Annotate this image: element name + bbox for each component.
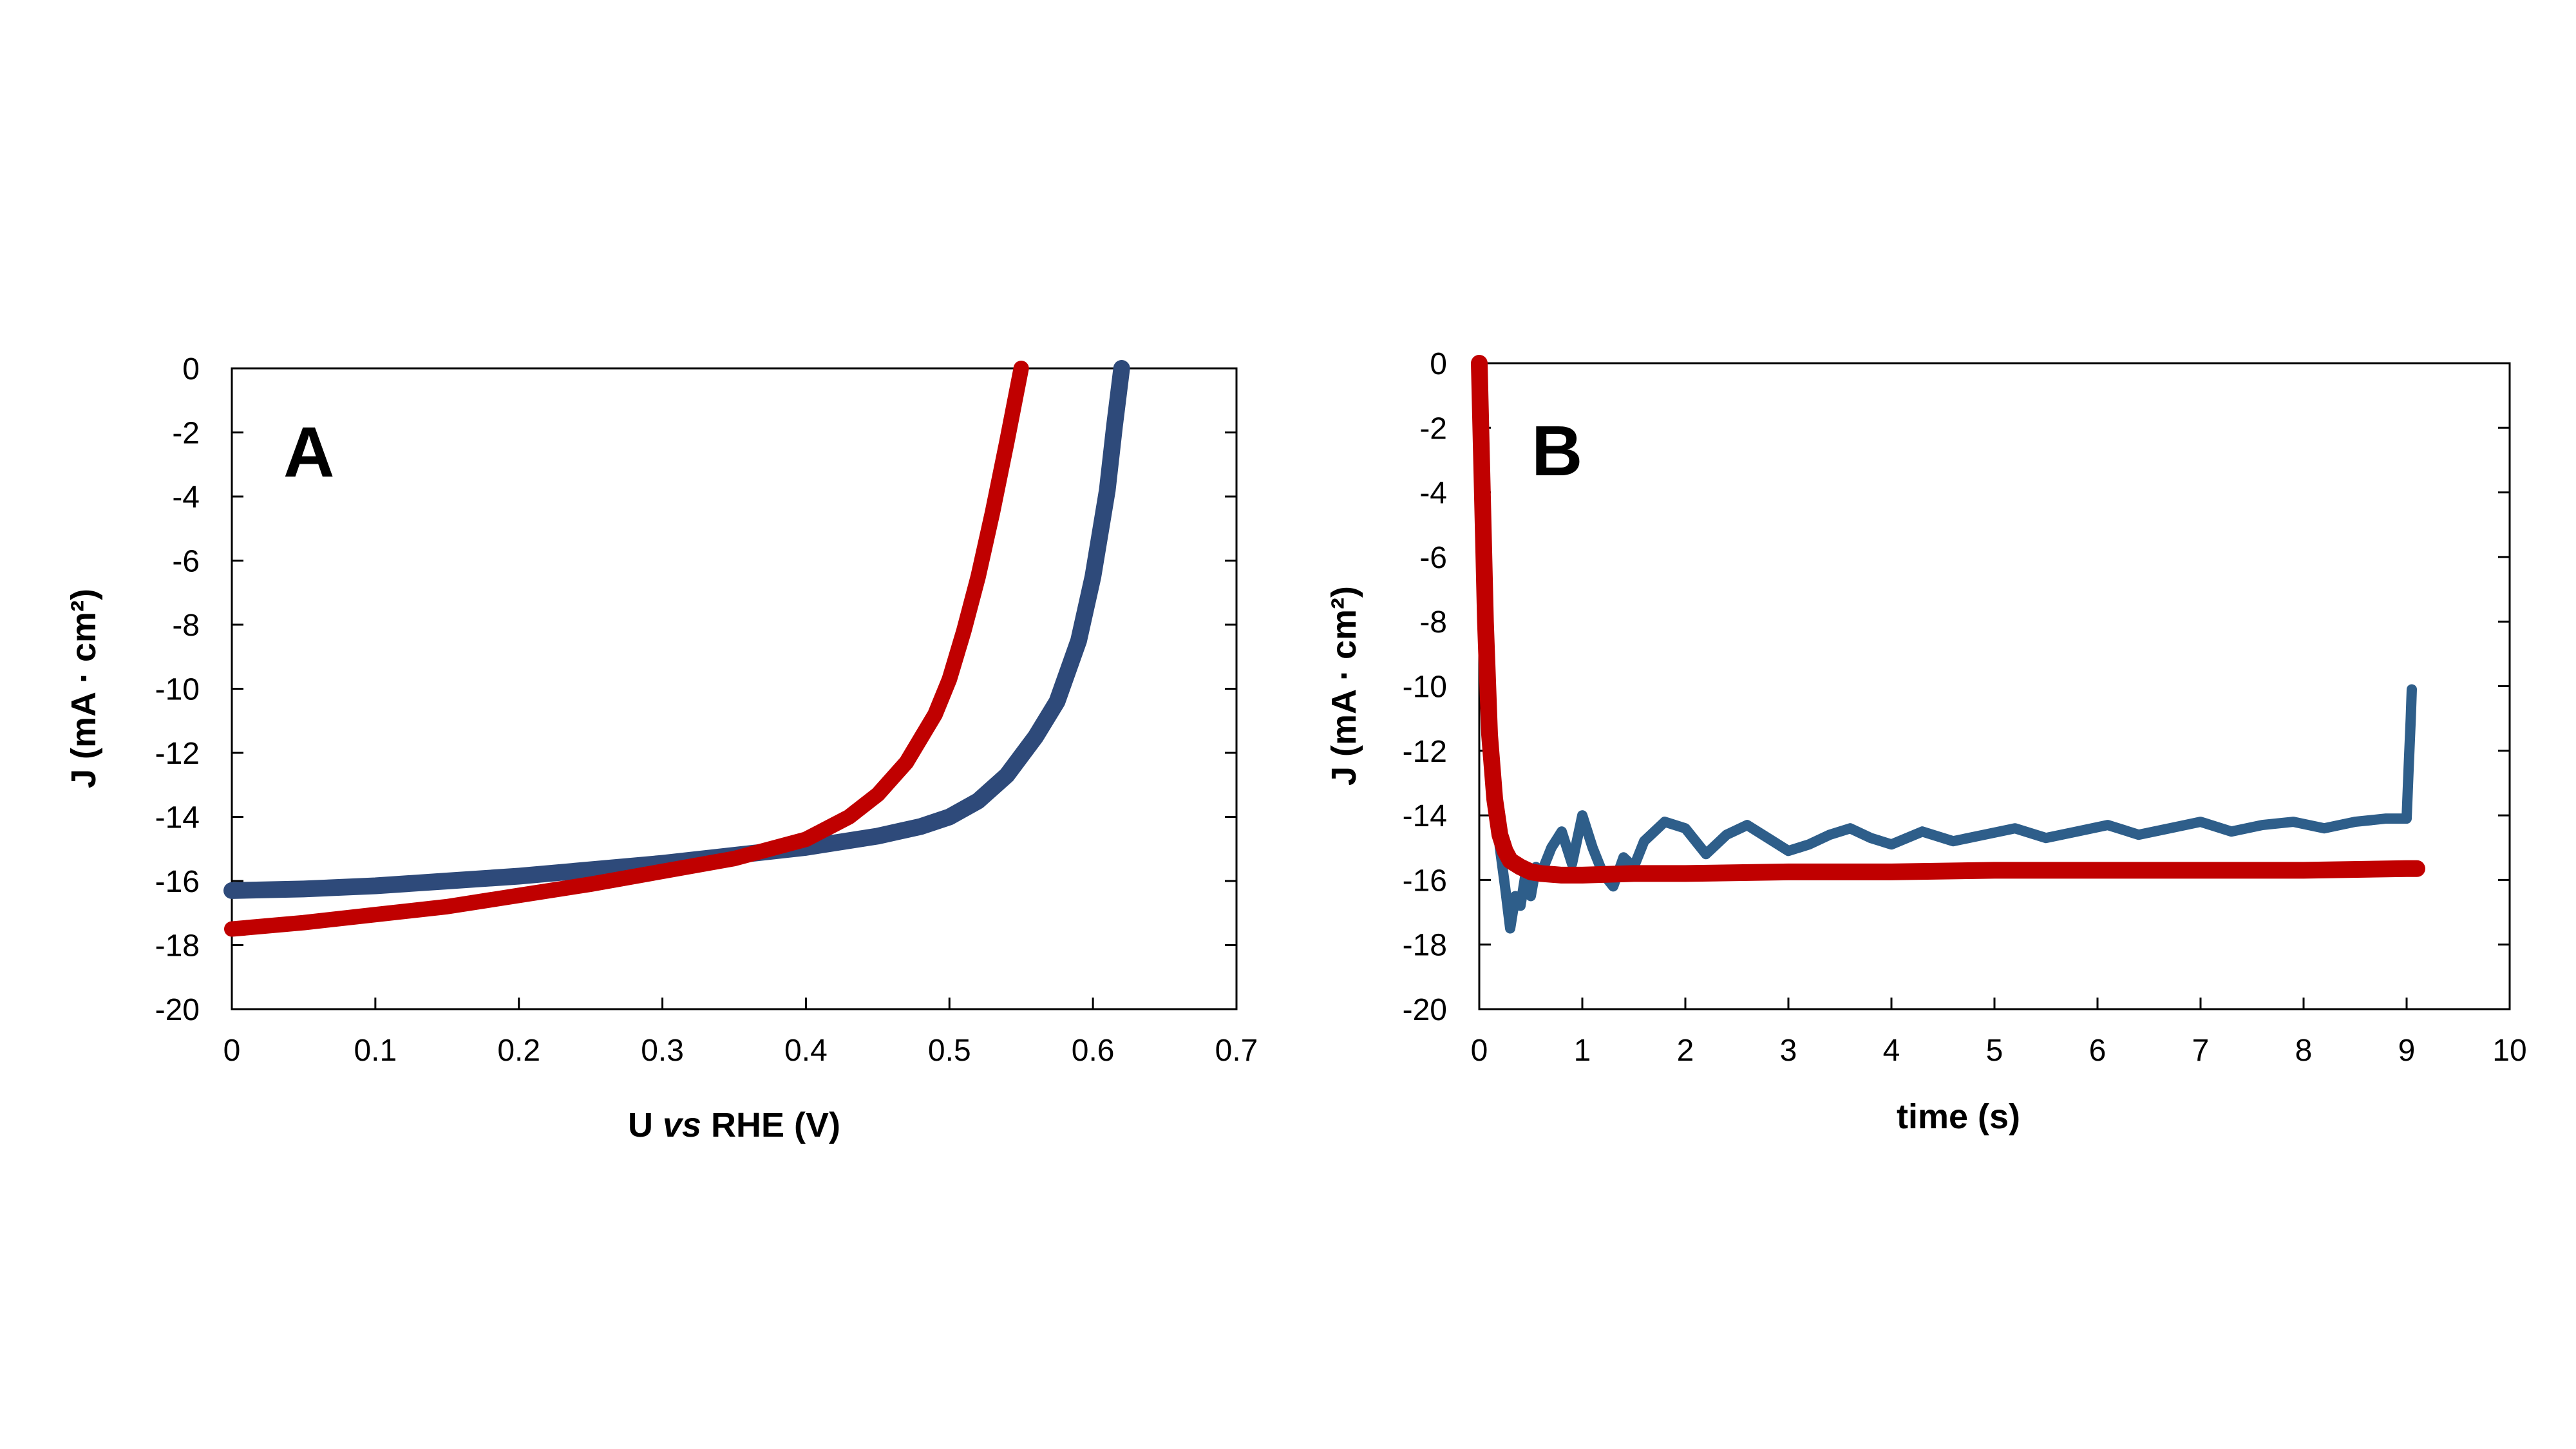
- panel-a-series: [223, 360, 1130, 937]
- panel-b-y-axis-label: J (mA · cm²): [1325, 586, 1363, 786]
- panel-a-chart: 0 -2 -4 -6 -8 -10 -12 -14 -16 -18 -20 0 0.1 0.2 0.3 0.4…: [64, 352, 1258, 1144]
- panel-b-x-tick-label: 10: [2492, 1034, 2526, 1068]
- panel-b-x-tick-label: 6: [2089, 1034, 2107, 1068]
- panel-b-y-tick-label: -2: [1419, 412, 1447, 446]
- panel-b-x-tick-label: 2: [1677, 1034, 1694, 1068]
- panel-a-x-label-part-2: vs: [663, 1106, 701, 1144]
- panel-b-y-tick-label: -20: [1403, 993, 1447, 1027]
- panel-b-y-tick-label: -6: [1419, 541, 1447, 575]
- panel-a-y-tick-label: -6: [172, 545, 200, 579]
- panel-b-y-tick-label: -10: [1403, 670, 1447, 705]
- panel-a-y-tick-label: -12: [155, 737, 200, 771]
- panel-b-y-tick-label: -18: [1403, 929, 1447, 963]
- panel-a-series-1-line: [223, 360, 1130, 899]
- panel-b-x-tick-label: 0: [1471, 1034, 1488, 1068]
- panel-b-label: B: [1531, 412, 1582, 491]
- panel-a-y-tick-label: -16: [155, 865, 200, 899]
- panel-b-x-tick-label: 4: [1883, 1034, 1900, 1068]
- panel-a-y-tick-label: -8: [172, 609, 200, 643]
- panel-a-y-tick-label: -14: [155, 801, 200, 835]
- panel-a-x-tick-label: 0: [223, 1034, 241, 1068]
- panel-a-y-tick-label: -10: [155, 673, 200, 707]
- panel-b-x-tick-label: 5: [1986, 1034, 2003, 1068]
- panel-a-x-tick-label: 0.1: [354, 1034, 397, 1068]
- panel-b-series: [1471, 355, 2425, 934]
- panel-b-y-tick-label: -12: [1403, 735, 1447, 769]
- panel-b-x-tick-label: 1: [1574, 1034, 1591, 1068]
- panel-a-x-tick-label: 0.3: [641, 1034, 684, 1068]
- panel-b-series-2-line: [1471, 355, 2425, 884]
- panel-b-y-tick-label: 0: [1430, 347, 1447, 381]
- panel-a-y-tick-label: -18: [155, 929, 200, 963]
- panel-a-x-tick-label: 0.7: [1215, 1034, 1258, 1068]
- panel-a-ticks: 0 -2 -4 -6 -8 -10 -12 -14 -16 -18 -20 0 0.1 0.2 0.3 0.4…: [155, 352, 1258, 1068]
- panel-a-x-tick-label: 0.2: [497, 1034, 540, 1068]
- panel-a-y-tick-label: -4: [172, 480, 200, 515]
- panel-b-y-tick-label: -16: [1403, 864, 1447, 898]
- panel-a-x-label-part-3: RHE (V): [701, 1106, 840, 1144]
- panel-b-y-tick-label: -4: [1419, 477, 1447, 511]
- panel-a-x-axis-label: U vs RHE (V): [628, 1106, 840, 1144]
- panel-b-y-tick-label: -8: [1419, 605, 1447, 639]
- panel-a-x-tick-label: 0.5: [928, 1034, 971, 1068]
- panel-b-y-tick-label: -14: [1403, 799, 1447, 833]
- panel-a-y-axis-label: J (mA · cm²): [64, 589, 103, 788]
- panel-a-y-tick-label: -2: [172, 417, 200, 451]
- panel-a-x-tick-label: 0.4: [784, 1034, 828, 1068]
- panel-a-y-tick-label: -20: [155, 993, 200, 1027]
- panel-b-x-tick-label: 8: [2295, 1034, 2313, 1068]
- panel-b-x-tick-label: 7: [2192, 1034, 2210, 1068]
- panel-a-series-2-line: [224, 361, 1029, 937]
- panel-b-x-axis-label: time (s): [1897, 1097, 2020, 1136]
- panel-b-x-tick-label: 3: [1780, 1034, 1797, 1068]
- panel-a-x-label-part-1: U: [628, 1106, 663, 1144]
- panel-a-label: A: [283, 413, 334, 492]
- panel-b-chart: 0-2-4-6-8-10-12-14-16-18-200 1 2 3 4 5 6 7 8 9 10 …: [1325, 347, 2527, 1136]
- panel-a-x-tick-label: 0.6: [1072, 1034, 1115, 1068]
- panel-b-ticks: 0 -2 -4 -6 -8 -10 -12 -14 -16 -18 -20 0 1 2 3 4 5 6 7 8 9 10: [1403, 347, 2527, 1068]
- panel-b-x-tick-label: 9: [2398, 1034, 2416, 1068]
- panel-a-y-tick-label: 0: [182, 352, 200, 386]
